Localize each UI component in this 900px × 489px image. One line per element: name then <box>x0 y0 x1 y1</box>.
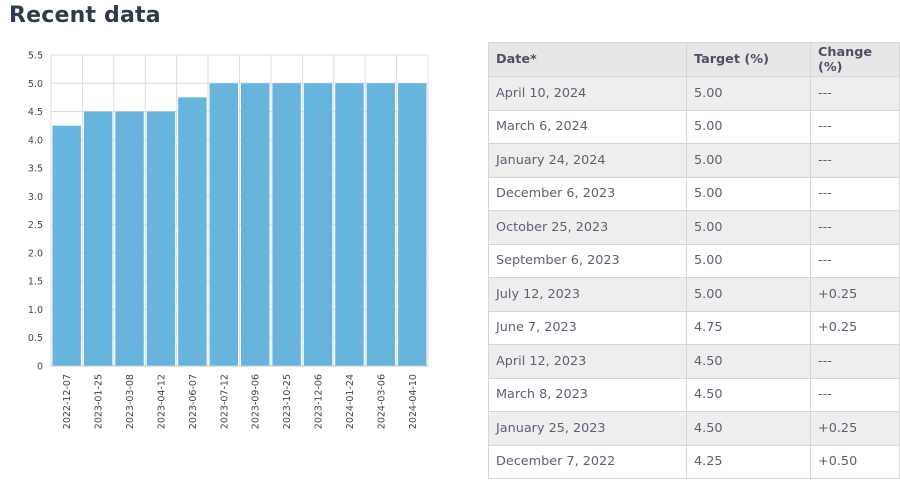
table-row: October 25, 2023 5.00 --- <box>488 210 900 245</box>
bar <box>115 111 144 366</box>
y-tick-label: 4.5 <box>28 107 43 118</box>
bar <box>241 83 270 366</box>
date-cell: January 24, 2024 <box>488 143 687 178</box>
target-cell: 4.75 <box>686 310 811 345</box>
y-tick-label: 5.0 <box>28 79 43 90</box>
change-cell: +0.50 <box>810 444 900 479</box>
table-row: January 25, 2023 4.50 +0.25 <box>488 411 900 446</box>
date-cell: September 6, 2023 <box>488 243 687 278</box>
target-cell: 4.25 <box>686 444 811 479</box>
x-tick-label: 2023-01-25 <box>94 374 105 429</box>
bar <box>52 125 81 366</box>
y-tick-label: 2.0 <box>28 248 43 259</box>
change-cell: --- <box>810 243 900 278</box>
table-row: December 7, 2022 4.25 +0.50 <box>488 444 900 479</box>
date-cell: April 10, 2024 <box>488 76 687 111</box>
bar <box>146 111 176 366</box>
x-tick-label: 2023-09-06 <box>251 374 262 429</box>
change-cell: --- <box>810 109 900 144</box>
bar <box>366 83 396 366</box>
rate-bar-chart: 0 0.5 1.0 1.5 2.0 2.5 3.0 3.5 4.0 4.5 5.0 5.5 2022-1… <box>28 51 429 429</box>
y-tick-label: 1.5 <box>28 277 43 288</box>
date-cell: December 6, 2023 <box>488 176 687 211</box>
x-tick-label: 2024-03-06 <box>376 374 387 429</box>
change-cell: --- <box>810 344 900 379</box>
table-header-row: Date* Target (%) Change (%) <box>488 42 900 77</box>
table-row: December 6, 2023 5.00 --- <box>488 176 900 211</box>
y-tick-label: 0 <box>37 362 43 373</box>
target-cell: 4.50 <box>686 411 811 446</box>
page-title: Recent data <box>9 3 161 28</box>
change-cell: --- <box>810 143 900 178</box>
y-tick-label: 1.0 <box>28 305 43 316</box>
bar <box>272 83 301 366</box>
rate-history-table: Date* Target (%) Change (%) April 10, 20… <box>488 42 900 479</box>
date-cell: March 6, 2024 <box>488 109 687 144</box>
x-tick-label: 2023-03-08 <box>125 374 136 429</box>
date-cell: December 7, 2022 <box>488 444 687 479</box>
target-cell: 5.00 <box>686 277 811 312</box>
change-cell: +0.25 <box>810 277 900 312</box>
table-row: January 24, 2024 5.00 --- <box>488 143 900 178</box>
x-tick-label: 2024-01-24 <box>345 374 356 429</box>
table-row: June 7, 2023 4.75 +0.25 <box>488 310 900 345</box>
bar <box>398 83 427 366</box>
y-tick-label: 3.0 <box>28 192 43 203</box>
y-tick-label: 2.5 <box>28 220 43 231</box>
change-cell: +0.25 <box>810 310 900 345</box>
table-row: July 12, 2023 5.00 +0.25 <box>488 277 900 312</box>
change-cell: --- <box>810 210 900 245</box>
target-cell: 5.00 <box>686 243 811 278</box>
x-tick-label: 2023-04-12 <box>156 374 167 429</box>
date-cell: June 7, 2023 <box>488 310 687 345</box>
x-tick-label: 2022-12-07 <box>62 374 73 429</box>
table-row: March 6, 2024 5.00 --- <box>488 109 900 144</box>
x-tick-label: 2023-12-06 <box>314 374 325 429</box>
y-tick-label: 0.5 <box>28 333 43 344</box>
date-cell: July 12, 2023 <box>488 277 687 312</box>
target-cell: 5.00 <box>686 176 811 211</box>
column-header-date: Date* <box>488 42 687 77</box>
table-row: April 10, 2024 5.00 --- <box>488 76 900 111</box>
x-tick-label: 2023-10-25 <box>282 374 293 429</box>
column-header-target: Target (%) <box>686 42 811 77</box>
bar <box>335 83 364 366</box>
x-tick-label: 2024-04-10 <box>408 374 419 429</box>
target-cell: 5.00 <box>686 143 811 178</box>
date-cell: March 8, 2023 <box>488 377 687 412</box>
date-cell: January 25, 2023 <box>488 411 687 446</box>
column-header-change: Change (%) <box>810 42 900 77</box>
change-cell: --- <box>810 176 900 211</box>
y-tick-label: 5.5 <box>28 51 43 62</box>
target-cell: 5.00 <box>686 76 811 111</box>
x-tick-label: 2023-07-12 <box>219 374 230 429</box>
target-cell: 5.00 <box>686 210 811 245</box>
y-tick-label: 4.0 <box>28 135 43 146</box>
table-row: April 12, 2023 4.50 --- <box>488 344 900 379</box>
bar <box>178 97 207 366</box>
date-cell: April 12, 2023 <box>488 344 687 379</box>
x-tick-label: 2023-06-07 <box>188 374 199 429</box>
target-cell: 5.00 <box>686 109 811 144</box>
table-row: September 6, 2023 5.00 --- <box>488 243 900 278</box>
target-cell: 4.50 <box>686 344 811 379</box>
date-cell: October 25, 2023 <box>488 210 687 245</box>
target-cell: 4.50 <box>686 377 811 412</box>
y-tick-label: 3.5 <box>28 164 43 175</box>
change-cell: --- <box>810 377 900 412</box>
change-cell: +0.25 <box>810 411 900 446</box>
table-row: March 8, 2023 4.50 --- <box>488 377 900 412</box>
bar <box>83 111 113 366</box>
bar <box>209 83 238 366</box>
bar <box>303 83 333 366</box>
change-cell: --- <box>810 76 900 111</box>
